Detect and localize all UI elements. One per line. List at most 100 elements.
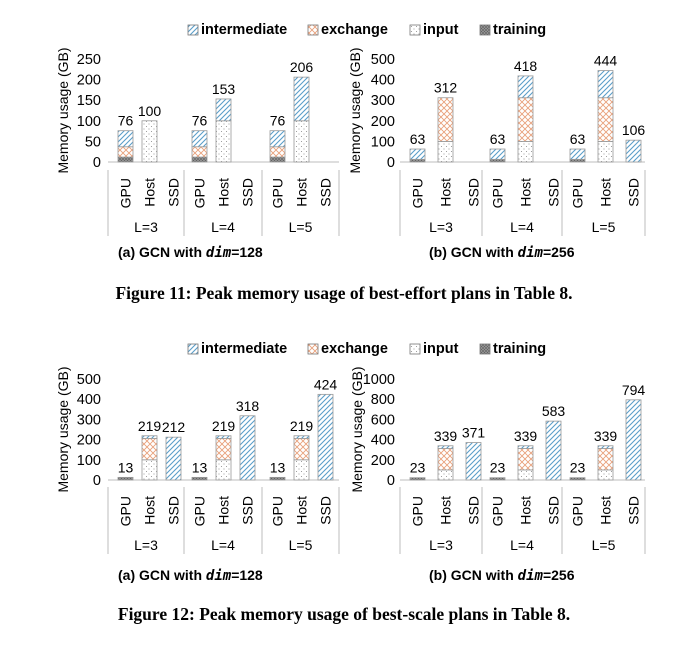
data-label: 13 [270,459,286,475]
group-label: L=5 [592,537,616,553]
bar-segment-training [269,476,286,481]
panel-subtitle: (a) GCN with dim=128 [118,567,263,584]
subtitle-variable: dim [206,568,232,584]
bar-segment-intermediate [215,435,232,439]
data-label: 63 [410,131,426,147]
category-label-host: Host [142,496,158,525]
y-tick-label: 400 [371,73,395,89]
y-tick-label: 100 [77,453,101,469]
bar-segment-input [215,120,232,163]
figure-caption: Figure 12: Peak memory usage of best-sca… [118,604,570,624]
data-label: 13 [118,459,134,475]
data-label: 23 [570,460,586,476]
category-label-host: Host [438,178,454,207]
data-label: 206 [290,59,314,75]
data-label: 63 [570,131,586,147]
legend-swatch-exchange [307,24,319,36]
subtitle-suffix: =256 [543,567,575,583]
category-label-ssd: SSD [466,178,482,207]
category-label-gpu: GPU [410,178,426,208]
data-label: 583 [542,403,566,419]
category-label-gpu: GPU [490,496,506,526]
bar-segment-intermediate [317,393,334,481]
y-tick-label: 500 [77,372,101,388]
data-label: 219 [138,418,162,434]
bar-segment-intermediate [437,445,454,449]
data-label: 794 [622,382,646,398]
legend-label-intermediate: intermediate [201,341,287,357]
bar-segment-intermediate [215,98,232,122]
category-label-gpu: GPU [192,178,208,208]
bar-segment-input [215,459,232,481]
subtitle-suffix: =256 [543,244,575,260]
bar-segment-exchange [117,146,134,158]
y-tick-label: 0 [387,473,395,489]
bar-segment-intermediate [239,415,256,481]
category-label-ssd: SSD [546,496,562,525]
group-label: L=3 [429,537,453,553]
bar-segment-exchange [141,437,158,461]
y-tick-label: 400 [371,433,395,449]
bar-segment-intermediate [517,445,534,449]
bar-segment-intermediate [117,130,134,148]
y-axis-title: Memory usage (GB) [349,366,365,492]
bar-segment-training [569,158,586,163]
y-tick-label: 50 [85,134,101,150]
chart-fig11a: 0 50 100 150 200 250 Memory usage (GB) GPU 76 Hos… [55,47,340,236]
bar-segment-training [409,158,426,163]
data-label: 212 [162,419,186,435]
legend-swatch-input [409,24,421,36]
group-label: L=5 [289,219,313,235]
bar-segment-intermediate [293,76,310,122]
bar-segment-training [489,477,506,481]
bar-segment-training [569,477,586,481]
bar-segment-input [597,140,614,163]
data-label: 23 [490,460,506,476]
legend-label-input: input [423,22,459,38]
subtitle-suffix: =128 [231,567,263,583]
group-label: L=5 [289,537,313,553]
y-tick-label: 600 [371,412,395,428]
bar-segment-exchange [269,146,286,158]
y-tick-label: 200 [77,73,101,89]
chart-fig12a: 0 100 200 300 400 500 Memory usage (GB) GPU 13 Ho… [55,366,340,554]
y-tick-label: 200 [371,114,395,130]
group-label: L=4 [510,219,534,235]
subtitle-prefix: (a) GCN with [118,567,206,583]
category-label-gpu: GPU [570,178,586,208]
data-label: 23 [410,460,426,476]
data-label: 13 [192,459,208,475]
category-label-ssd: SSD [546,178,562,207]
legend-2: intermediate exchange input training [187,341,546,357]
data-label: 318 [236,398,260,414]
y-axis-title: Memory usage (GB) [347,47,363,173]
bar-segment-exchange [191,146,208,158]
bar-segment-training [117,476,134,481]
y-tick-label: 200 [371,453,395,469]
bar-segment-input [597,469,614,481]
bar-segment-intermediate [597,70,614,99]
y-tick-label: 0 [387,155,395,171]
subtitle-prefix: (b) GCN with [429,244,518,260]
data-label: 371 [462,425,486,441]
category-label-gpu: GPU [118,496,134,526]
data-label: 76 [118,113,134,129]
category-label-host: Host [438,496,454,525]
group-label: L=3 [134,219,158,235]
y-tick-label: 0 [93,473,101,489]
bar-segment-exchange [517,97,534,142]
y-axis-title: Memory usage (GB) [55,366,71,492]
legend-swatch-input [409,343,421,355]
legend-swatch-training [479,343,491,355]
data-label: 418 [514,58,538,74]
category-label-gpu: GPU [570,496,586,526]
bar-segment-exchange [437,97,454,142]
subtitle-variable: dim [206,245,232,261]
bar-segment-intermediate [465,442,482,481]
bar-segment-intermediate [625,139,642,163]
legend-label-exchange: exchange [321,22,388,38]
bar-segment-training [269,156,286,163]
bar-segment-intermediate [569,148,586,160]
bar-segment-intermediate [545,420,562,481]
category-label-host: Host [518,178,534,207]
